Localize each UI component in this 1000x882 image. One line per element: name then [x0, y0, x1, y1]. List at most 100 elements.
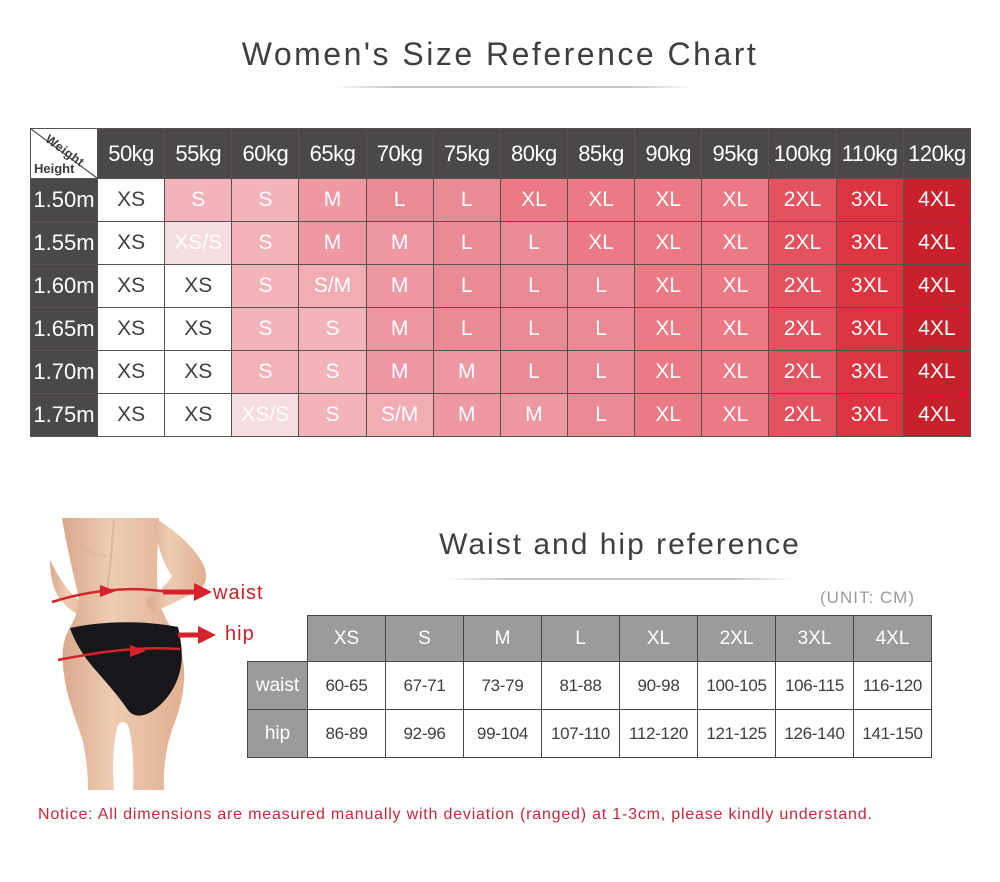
size-cell: XS — [96, 221, 166, 265]
measurement-cell: 90-98 — [619, 661, 698, 710]
waist-arrowhead — [194, 583, 212, 601]
body-figure-image — [50, 518, 330, 790]
size-cell: XL — [701, 393, 770, 437]
hip-arrowhead — [198, 626, 216, 644]
size-cell: XL — [566, 178, 636, 222]
waist-line-arrowhead — [100, 585, 116, 597]
size-cell: L — [566, 264, 636, 308]
size-cell: L — [566, 393, 636, 437]
size-cell: XL — [634, 350, 703, 394]
weight-header-cell: 85kg — [566, 128, 636, 179]
weight-header-cell: 120kg — [902, 128, 972, 179]
size-cell: XS — [164, 307, 233, 351]
size-cell: L — [499, 221, 568, 265]
corner-diagonal-line — [31, 129, 97, 178]
size-cell: M — [298, 178, 367, 222]
size-cell: 4XL — [902, 393, 972, 437]
size-cell: XL — [701, 307, 770, 351]
size-row: 1.55m XS XS/S S M M L L XL XL XL 2XL 3XL 4XL — [30, 221, 972, 265]
size-cell: XL — [701, 221, 770, 265]
measure-row: waist 60-65 67-71 73-79 81-88 90-98 100-105 106… — [247, 661, 932, 710]
size-cell: XS — [164, 393, 233, 437]
size-cell: 2XL — [768, 307, 837, 351]
measurement-cell: 116-120 — [853, 661, 932, 710]
size-cell: S — [231, 221, 300, 265]
size-cell: XS/S — [231, 393, 300, 437]
size-cell: S — [298, 393, 367, 437]
size-cell: S — [298, 350, 367, 394]
weight-header-cell: 95kg — [701, 128, 770, 179]
height-label-cell: 1.55m — [30, 221, 98, 265]
size-cell: M — [365, 221, 434, 265]
size-cell: M — [432, 350, 501, 394]
size-cell: 3XL — [835, 307, 904, 351]
size-row: 1.75m XS XS XS/S S S/M M M L XL XL 2XL 3XL 4XL — [30, 393, 972, 437]
size-cell: M — [499, 393, 568, 437]
size-cell: XL — [499, 178, 568, 222]
size-cell: M — [365, 264, 434, 308]
weight-header-cell: 70kg — [365, 128, 434, 179]
size-row: 1.50m XS S S M L L XL XL XL XL 2XL 3XL 4XL — [30, 178, 972, 222]
measurement-cell: 86-89 — [307, 709, 386, 758]
measurement-cell: 121-125 — [697, 709, 776, 758]
height-label-cell: 1.75m — [30, 393, 98, 437]
measurement-cell: 81-88 — [541, 661, 620, 710]
size-cell: XL — [701, 178, 770, 222]
size-cell: M — [298, 221, 367, 265]
height-label-cell: 1.70m — [30, 350, 98, 394]
size-cell: 4XL — [902, 221, 972, 265]
size-header-cell: XL — [619, 615, 698, 662]
waist-hip-table: XS S M L XL 2XL 3XL 4XL waist 60-65 67-71 73-79 81-8… — [247, 615, 932, 758]
size-cell: XL — [634, 307, 703, 351]
size-header-cell: XS — [307, 615, 386, 662]
size-cell: L — [365, 178, 434, 222]
ghost-cell — [248, 616, 308, 662]
hip-measure-line — [57, 646, 181, 662]
unit-label: (UNIT: CM) — [820, 588, 915, 607]
measurement-cell: 100-105 — [697, 661, 776, 710]
page-title: Women's Size Reference Chart — [241, 36, 759, 72]
size-cell: 3XL — [835, 393, 904, 437]
size-cell: S — [231, 307, 300, 351]
measurement-cell: 67-71 — [385, 661, 464, 710]
height-label-cell: 1.65m — [30, 307, 98, 351]
size-cell: 3XL — [835, 221, 904, 265]
size-row: 1.60m XS XS S S/M M L L L XL XL 2XL 3XL 4XL — [30, 264, 972, 308]
size-header-cell: 4XL — [853, 615, 932, 662]
size-cell: 2XL — [768, 264, 837, 308]
weight-header-cell: 50kg — [96, 128, 166, 179]
size-cell: L — [566, 350, 636, 394]
weight-header-cell: 90kg — [634, 128, 703, 179]
measurement-cell: 60-65 — [307, 661, 386, 710]
size-cell: S — [164, 178, 233, 222]
weight-header-cell: 110kg — [835, 128, 904, 179]
size-cell: L — [499, 307, 568, 351]
size-cell: XL — [566, 221, 636, 265]
measurement-cell: 99-104 — [463, 709, 542, 758]
size-cell: S — [231, 178, 300, 222]
size-cell: 4XL — [902, 307, 972, 351]
row-label-cell: waist — [247, 661, 308, 710]
size-row: 1.65m XS XS S S M L L L XL XL 2XL 3XL 4XL — [30, 307, 972, 351]
size-cell: 4XL — [902, 350, 972, 394]
title-divider — [333, 86, 693, 88]
size-header-cell: 3XL — [775, 615, 854, 662]
size-header-cell: M — [463, 615, 542, 662]
size-cell: XL — [701, 264, 770, 308]
size-cell: XS/S — [164, 221, 233, 265]
size-header-cell: 2XL — [697, 615, 776, 662]
size-cell: XS — [96, 350, 166, 394]
size-cell: XL — [634, 264, 703, 308]
weight-header-cell: 75kg — [432, 128, 501, 179]
size-cell: 4XL — [902, 178, 972, 222]
measure-row: hip 86-89 92-96 99-104 107-110 112-120 121-125… — [247, 709, 932, 758]
size-cell: XS — [96, 393, 166, 437]
waist-label: waist — [213, 582, 264, 604]
right-arm-shape — [146, 518, 207, 612]
size-cell: XL — [634, 178, 703, 222]
size-cell: M — [432, 393, 501, 437]
size-cell: S/M — [365, 393, 434, 437]
size-cell: XS — [164, 350, 233, 394]
weight-header-cell: 80kg — [499, 128, 568, 179]
height-corner-label: Height — [34, 161, 75, 176]
